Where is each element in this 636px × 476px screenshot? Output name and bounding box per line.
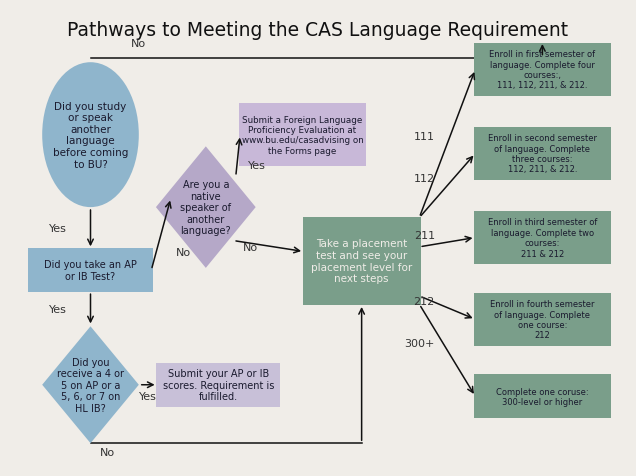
Text: 212: 212 [413, 296, 435, 306]
Text: Submit a Foreign Language
Proficiency Evaluation at
www.bu.edu/casadvising on
th: Submit a Foreign Language Proficiency Ev… [242, 115, 363, 156]
Text: 300+: 300+ [404, 338, 435, 348]
Polygon shape [156, 147, 256, 268]
Polygon shape [42, 327, 139, 443]
Text: Did you take an AP
or IB Test?: Did you take an AP or IB Test? [44, 260, 137, 281]
FancyBboxPatch shape [474, 128, 611, 180]
Text: Enroll in third semester of
language. Complete two
courses:
211 & 212: Enroll in third semester of language. Co… [488, 218, 597, 258]
FancyBboxPatch shape [474, 211, 611, 265]
Text: 111: 111 [414, 132, 435, 142]
Text: Enroll in second semester
of language. Complete
three courses:
112, 211, & 212.: Enroll in second semester of language. C… [488, 134, 597, 174]
Text: Pathways to Meeting the CAS Language Requirement: Pathways to Meeting the CAS Language Req… [67, 21, 569, 40]
FancyBboxPatch shape [474, 293, 611, 346]
Text: Enroll in first semester of
language. Complete four
courses:,
111, 112, 211, & 2: Enroll in first semester of language. Co… [489, 50, 595, 90]
Text: Are you a
native
speaker of
another
language?: Are you a native speaker of another lang… [181, 179, 232, 236]
FancyBboxPatch shape [29, 249, 153, 293]
Text: 112: 112 [414, 174, 435, 184]
FancyBboxPatch shape [474, 375, 611, 418]
Ellipse shape [42, 63, 139, 208]
Text: Submit your AP or IB
scores. Requirement is
fulfilled.: Submit your AP or IB scores. Requirement… [163, 368, 274, 402]
Text: No: No [176, 247, 191, 257]
Text: Yes: Yes [139, 392, 157, 402]
Text: Yes: Yes [49, 224, 67, 234]
Text: 211: 211 [414, 231, 435, 241]
Text: No: No [131, 39, 146, 49]
Text: Enroll in fourth semester
of language. Complete
one course:
212: Enroll in fourth semester of language. C… [490, 299, 595, 340]
FancyBboxPatch shape [474, 43, 611, 97]
Text: Did you
receive a 4 or
5 on AP or a
5, 6, or 7 on
HL IB?: Did you receive a 4 or 5 on AP or a 5, 6… [57, 357, 124, 413]
FancyBboxPatch shape [239, 104, 366, 167]
Text: No: No [243, 242, 258, 252]
Text: Yes: Yes [248, 161, 266, 171]
Text: Did you study
or speak
another
language
before coming
to BU?: Did you study or speak another language … [53, 101, 128, 169]
Text: No: No [100, 447, 115, 457]
Text: Complete one coruse:
300-level or higher: Complete one coruse: 300-level or higher [496, 387, 589, 407]
Text: Yes: Yes [49, 304, 67, 314]
FancyBboxPatch shape [303, 217, 420, 306]
FancyBboxPatch shape [156, 363, 280, 407]
Text: Take a placement
test and see your
placement level for
next steps: Take a placement test and see your place… [311, 239, 412, 284]
